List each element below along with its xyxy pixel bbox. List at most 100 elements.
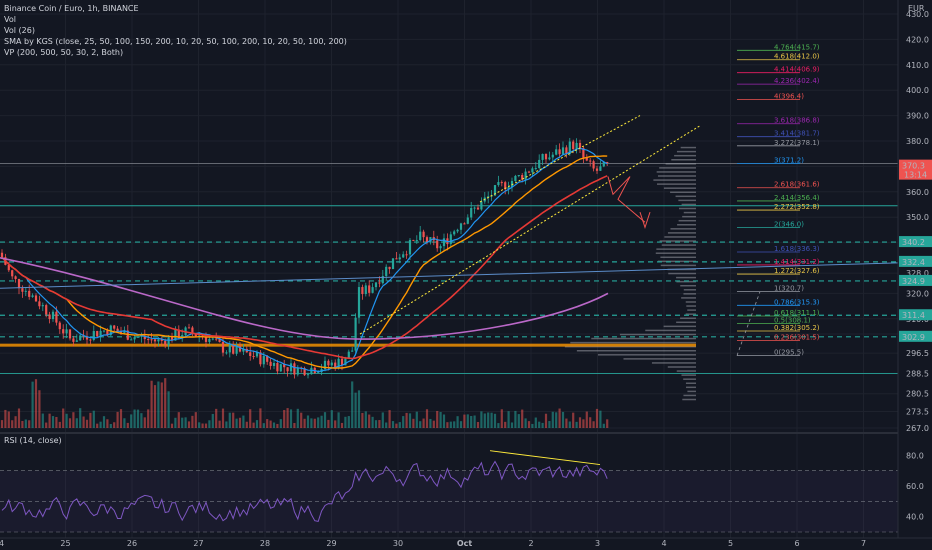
- volume-profile-row: [651, 362, 696, 364]
- horizontal-grid: [0, 13, 898, 429]
- candle-body: [147, 339, 150, 341]
- value-area-line: [0, 343, 696, 347]
- volume-bar: [595, 408, 599, 428]
- volume-bar: [538, 421, 541, 428]
- legend-vol26[interactable]: Vol (26): [4, 26, 35, 35]
- volume-profile-row: [687, 309, 696, 311]
- candle-body: [480, 201, 483, 210]
- volume-bar: [490, 412, 493, 428]
- candle-body: [191, 327, 194, 334]
- time-tick: 25: [60, 539, 70, 548]
- volume-profile-row: [664, 236, 696, 238]
- volume-bar: [463, 414, 466, 428]
- time-tick: 24: [0, 539, 4, 548]
- candle-body: [364, 285, 367, 295]
- legend-sma[interactable]: SMA by KGS (close, 25, 50, 100, 150, 200…: [4, 37, 347, 46]
- candle-body: [337, 358, 340, 369]
- time-axis[interactable]: 24 25 26 27 28 29 30 Oct 2 3 4 5 6 7: [0, 539, 866, 548]
- rsi-legend[interactable]: RSI (14, close): [4, 436, 62, 445]
- volume-bar: [133, 409, 136, 428]
- candle-body: [378, 282, 381, 284]
- time-tick: Oct: [457, 539, 473, 548]
- volume-bar: [293, 422, 296, 428]
- candle-body: [225, 352, 228, 354]
- time-tick: 5: [728, 539, 733, 548]
- candle-body: [252, 355, 255, 357]
- volume-bar: [92, 410, 95, 428]
- volume-profile-row: [665, 163, 696, 165]
- volume-bar: [313, 418, 316, 428]
- volume-bar: [555, 412, 558, 428]
- volume-bar: [48, 413, 51, 428]
- legend-title[interactable]: Binance Coin / Euro, 1h, BINANCE: [4, 4, 139, 13]
- fib-label: 2.272(352.8): [774, 203, 820, 211]
- legend-vol[interactable]: Vol: [4, 15, 16, 24]
- volume-bar: [160, 382, 163, 428]
- volume-bar: [28, 420, 31, 428]
- volume-bar: [303, 418, 306, 428]
- volume-bar: [153, 385, 157, 428]
- volume-bar: [4, 409, 7, 428]
- candle-body: [585, 157, 588, 161]
- candle-body: [45, 305, 48, 315]
- candle-body: [113, 325, 116, 329]
- volume-bar: [0, 420, 4, 428]
- volume-bar: [487, 412, 490, 428]
- volume-bar: [364, 411, 367, 428]
- volume-bar: [245, 421, 248, 428]
- candle-body: [140, 335, 143, 337]
- candle-body: [422, 231, 425, 238]
- volume-bar: [82, 416, 85, 428]
- volume-bar: [215, 408, 218, 428]
- candle-body: [354, 317, 357, 351]
- volume-profile-row: [653, 179, 696, 181]
- candle-body: [31, 295, 34, 297]
- volume-bar: [405, 412, 408, 428]
- volume-profile-row: [676, 321, 696, 324]
- candle-body: [463, 223, 466, 225]
- volume-bar: [391, 421, 395, 428]
- volume-profile-row: [678, 199, 696, 202]
- volume-bar: [589, 417, 592, 428]
- volume-bar: [177, 412, 180, 428]
- candle-body: [51, 311, 55, 320]
- fib-label: 2.414(356.4): [774, 194, 820, 202]
- price-tick: 410.0: [906, 61, 929, 70]
- volume-profile-row: [683, 211, 696, 214]
- candle-body: [466, 217, 469, 224]
- candle-body: [371, 287, 374, 293]
- volume-profile-row: [683, 378, 696, 380]
- fib-label: 2(346.0): [774, 220, 804, 228]
- channel-lower-line: [359, 125, 701, 335]
- volume-bar: [429, 418, 432, 428]
- candle-body: [289, 363, 293, 372]
- candle-body: [48, 314, 51, 320]
- candle-body: [242, 348, 245, 352]
- fib-label: 0.382(305.2): [774, 324, 820, 332]
- candle-body: [582, 147, 585, 158]
- candle-body: [96, 331, 99, 337]
- fib-label: 3.414(381.7): [774, 130, 820, 138]
- volume-profile-row: [682, 215, 696, 218]
- volume-bar: [272, 422, 276, 428]
- volume-bar: [201, 423, 204, 428]
- candle-body: [497, 182, 500, 186]
- volume-bar: [75, 418, 78, 428]
- candle-body: [357, 287, 361, 318]
- chart-legend: Binance Coin / Euro, 1h, BINANCE Vol Vol…: [4, 3, 347, 58]
- candle-body: [514, 175, 517, 181]
- fib-label: 3.272(378.1): [774, 139, 820, 147]
- fibonacci-extension: 4.764(415.7) 4.618(412.0) 4.414(406.9) 4.23…: [736, 43, 820, 357]
- volume-bar: [225, 421, 228, 428]
- volume-profile-row: [591, 337, 696, 340]
- fib-label: 3(371.2): [774, 156, 804, 164]
- volume-bar: [262, 423, 265, 428]
- candle-body: [541, 153, 544, 160]
- candle-body: [55, 311, 58, 323]
- candle-body: [436, 240, 439, 249]
- volume-profile-row: [667, 232, 696, 234]
- legend-vp[interactable]: VP (200, 500, 50, 30, 2, Both): [4, 48, 124, 57]
- candle-body: [150, 339, 153, 341]
